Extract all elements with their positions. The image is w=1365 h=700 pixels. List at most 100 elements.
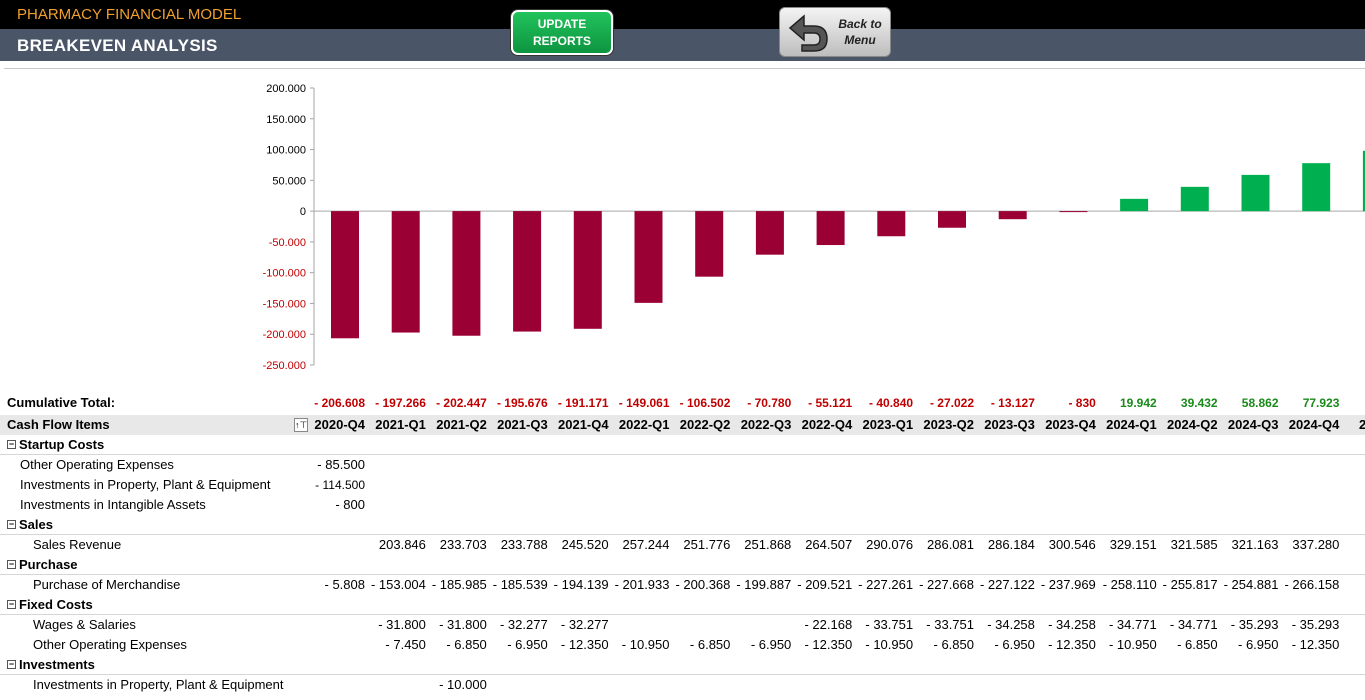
y-tick-label: -50.000 — [269, 237, 306, 249]
update-reports-button[interactable]: UPDATE REPORTS — [511, 10, 613, 55]
bar-2023-Q1 — [877, 211, 906, 237]
cell-value: 251.868 — [744, 537, 792, 552]
row-label: Investments in Property, Plant & Equipme… — [33, 677, 284, 692]
cell-value: - 237.969 — [1040, 577, 1096, 592]
section-row: − Investments — [0, 655, 1365, 675]
cell-value: 300.546 — [1048, 537, 1096, 552]
cell-value: 290.076 — [866, 537, 914, 552]
column-header-2024-Q4: 2024-Q4 — [1288, 417, 1340, 432]
y-tick-label: -200.000 — [263, 329, 306, 341]
separator — [4, 68, 1365, 69]
back-to-menu-label: Back to Menu — [834, 16, 886, 48]
cell-value: - 33.751 — [926, 617, 974, 632]
bar-2022-Q1 — [634, 211, 663, 303]
cell-value: 257.244 — [622, 537, 670, 552]
cell-value: - 153.004 — [370, 577, 426, 592]
table-row: Purchase of Merchandise - 5.808- 153.004-… — [0, 575, 1365, 595]
cumulative-value: - 830 — [1068, 396, 1096, 410]
cell-value: 337.280 — [1292, 537, 1340, 552]
column-header-2023-Q2: 2023-Q2 — [923, 417, 974, 432]
row-label: Sales Revenue — [33, 537, 122, 552]
y-tick-label: 200.000 — [266, 83, 306, 95]
column-header-2022-Q2: 2022-Q2 — [679, 417, 731, 432]
section-label-text: Startup Costs — [19, 437, 105, 452]
cell-value: - 185.539 — [492, 577, 548, 592]
bar-2022-Q3 — [755, 211, 784, 255]
cell-value: - 6.950 — [994, 637, 1035, 652]
table-row: Other Operating Expenses - 7.450 - 6.850 - … — [0, 635, 1365, 655]
column-header-2021-Q1: 2021-Q1 — [375, 417, 426, 432]
cumulative-value: 39.432 — [1180, 396, 1218, 410]
y-tick-label: 150.000 — [266, 114, 306, 126]
section-label: − Purchase — [7, 555, 78, 575]
bar-2024-Q3 — [1241, 174, 1270, 212]
cell-value: - 800 — [335, 497, 365, 512]
cell-value: - 258.110 — [1102, 577, 1157, 592]
collapse-toggle-icon[interactable]: − — [7, 599, 16, 610]
cell-value: - 22.168 — [804, 617, 853, 632]
bar-2021-Q1 — [391, 211, 420, 333]
section-label: − Sales — [7, 515, 53, 535]
cumulative-value: - 149.061 — [618, 396, 670, 410]
cell-value: - 7.450 — [385, 637, 426, 652]
cell-value: - 6.950 — [1238, 637, 1279, 652]
cell-value: - 6.850 — [446, 637, 487, 652]
cumulative-value: 77.923 — [1302, 396, 1340, 410]
column-header-2023-Q1: 2023-Q1 — [862, 417, 914, 432]
bar-2024-Q4 — [1302, 163, 1331, 212]
cell-value: - 266.158 — [1284, 577, 1340, 592]
column-header-2022-Q1: 2022-Q1 — [618, 417, 670, 432]
section-label-text: Fixed Costs — [19, 597, 93, 612]
bar-2022-Q4 — [816, 211, 845, 246]
cell-value: 245.520 — [561, 537, 609, 552]
bar-2024-Q1 — [1120, 198, 1149, 212]
cell-value: 321.163 — [1231, 537, 1279, 552]
cell-value: - 12.350 — [1048, 637, 1096, 652]
cumulative-value: - 27.022 — [929, 396, 974, 410]
column-header-2022-Q4: 2022-Q4 — [801, 417, 853, 432]
collapse-toggle-icon[interactable]: − — [7, 659, 16, 670]
column-header-2023-Q3: 2023-Q3 — [984, 417, 1035, 432]
cell-value: - 12.350 — [1291, 637, 1340, 652]
cell-value: 264.507 — [805, 537, 853, 552]
row-label: Other Operating Expenses — [33, 637, 187, 652]
cell-value: - 10.000 — [439, 677, 487, 692]
cell-value: - 32.277 — [499, 617, 548, 632]
collapse-toggle-icon[interactable]: − — [7, 439, 16, 450]
section-row: − Purchase — [0, 555, 1365, 575]
filter-icon[interactable]: ↑⊤ — [294, 418, 308, 432]
cell-value: - 194.139 — [553, 577, 609, 592]
cell-value: 286.184 — [987, 537, 1035, 552]
cell-value: 329.151 — [1109, 537, 1157, 552]
section-label: − Investments — [7, 655, 95, 675]
bar-2023-Q3 — [998, 211, 1027, 220]
collapse-toggle-icon[interactable]: − — [7, 559, 16, 570]
section-label: − Startup Costs — [7, 435, 104, 455]
update-reports-label-line2: REPORTS — [532, 34, 591, 48]
column-header-2024-Q2: 2024-Q2 — [1167, 417, 1218, 432]
cell-value: - 31.800 — [439, 617, 487, 632]
cumulative-value: - 202.447 — [436, 396, 487, 410]
cell-value: - 227.122 — [979, 577, 1035, 592]
section-label: − Fixed Costs — [7, 595, 93, 615]
cumulative-value: - 191.171 — [557, 396, 609, 410]
y-axis: 200.000 150.000 100.000 50.000 0 -50.000 -100.… — [263, 83, 1365, 372]
cumulative-row: Cumulative Total: - 206.608 - 197.266 - 202… — [0, 393, 1365, 413]
back-to-menu-button[interactable]: Back to Menu — [779, 7, 891, 57]
y-tick-label: 0 — [300, 206, 306, 218]
cell-value: - 227.261 — [858, 577, 914, 592]
collapse-toggle-icon[interactable]: − — [7, 519, 16, 530]
cell-value: - 209.521 — [797, 577, 853, 592]
cumulative-value: - 13.127 — [990, 396, 1035, 410]
cell-value: 203.846 — [378, 537, 426, 552]
cell-value: - 255.817 — [1162, 577, 1218, 592]
y-tick-label: -250.000 — [263, 360, 306, 372]
back-label-line2: Menu — [844, 33, 876, 47]
cumulative-value: 19.942 — [1119, 396, 1157, 410]
table-row: Investments in Intangible Assets - 800 — [0, 495, 1365, 515]
breakeven-chart: 200.000 150.000 100.000 50.000 0 -50.000 -100.… — [263, 83, 1365, 372]
cell-value: - 6.950 — [507, 637, 548, 652]
back-arrow-icon — [788, 14, 828, 52]
cumulative-value: - 70.780 — [747, 396, 792, 410]
y-tick-label: 50.000 — [272, 175, 306, 187]
